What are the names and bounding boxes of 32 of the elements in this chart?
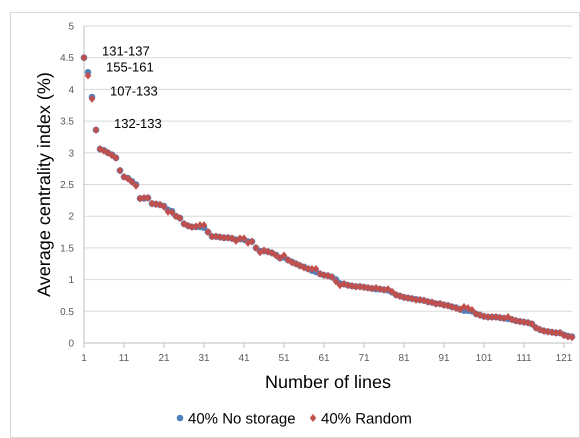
annotation: 107-133 <box>110 84 158 99</box>
x-tick-label: 111 <box>516 353 532 364</box>
x-tick-label: 21 <box>158 353 170 364</box>
y-tick-label: 0 <box>68 338 74 350</box>
annotation: 132-133 <box>114 116 162 131</box>
x-axis-title: Number of lines <box>264 372 392 392</box>
x-tick-label: 41 <box>238 353 250 364</box>
x-tick-label: 91 <box>438 353 450 364</box>
x-tick-label: 51 <box>278 353 290 364</box>
annotation: 131-137 <box>102 44 150 59</box>
x-tick-label: 31 <box>198 353 210 364</box>
y-tick-label: 3 <box>68 148 74 160</box>
y-tick-label: 1.5 <box>60 243 74 254</box>
legend-label: 40% Random <box>321 410 412 428</box>
y-tick-label: 4 <box>68 84 74 96</box>
x-tick-label: 81 <box>398 353 410 364</box>
y-tick-label: 2 <box>68 212 74 223</box>
x-tick-label: 11 <box>118 353 130 364</box>
x-tick-label: 1 <box>81 353 88 364</box>
legend-label: 40% No storage <box>188 410 296 428</box>
x-tick-label: 61 <box>318 353 330 364</box>
y-axis-title: Average centrality index (%) <box>34 72 54 297</box>
annotation: 155-161 <box>106 60 154 75</box>
y-tick-label: 4.5 <box>60 53 74 64</box>
y-tick-label: 1 <box>68 275 74 286</box>
x-tick-label: 71 <box>358 353 370 364</box>
y-tick-label: 2.5 <box>60 180 74 191</box>
y-tick-label: 0.5 <box>60 306 74 318</box>
x-tick-label: 101 <box>476 353 493 364</box>
x-tick-label: 121 <box>556 353 573 364</box>
y-tick-label: 5 <box>68 22 74 32</box>
y-tick-label: 3.5 <box>60 116 74 128</box>
